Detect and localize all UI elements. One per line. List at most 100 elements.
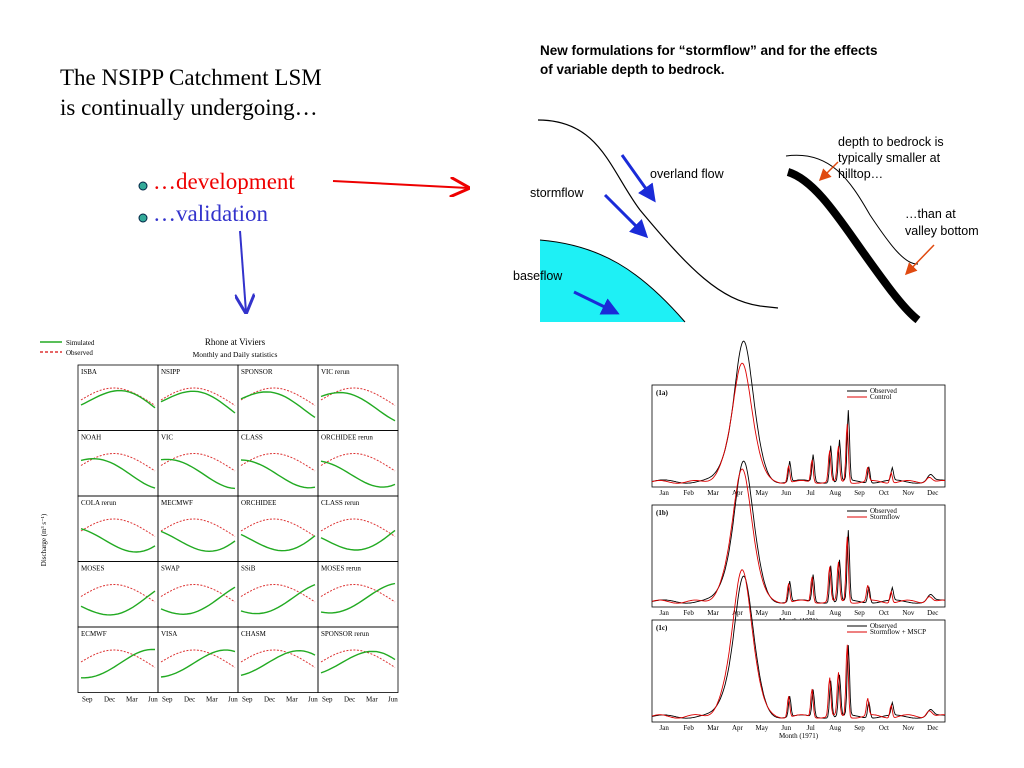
bullet <box>138 181 148 191</box>
plot-frame <box>651 619 946 723</box>
month-label: Apr <box>732 489 744 497</box>
bullet <box>138 213 148 223</box>
panel-name: MOSES rerun <box>321 565 361 573</box>
legend-entry: Simulated <box>66 339 95 347</box>
rhone-figure: Simulated Observed Rhone at Viviers Mont… <box>40 330 410 713</box>
simulated-curve <box>240 583 316 615</box>
month-label: Feb <box>683 724 694 732</box>
figure-title: Rhone at Viviers <box>205 337 266 347</box>
simulated-curve <box>320 582 396 614</box>
panel-label: (1a) <box>656 389 668 397</box>
month-label: Nov <box>902 489 915 497</box>
observed-curve <box>160 387 236 406</box>
diagram: New formulations for “stormflow” and for… <box>513 43 979 324</box>
observed-curve <box>160 452 236 472</box>
panel-name: MOSES <box>81 565 104 573</box>
panel-name: CHASM <box>241 630 267 638</box>
observed-curve <box>160 649 236 668</box>
month-label: Sep <box>854 489 865 497</box>
surface-line <box>537 119 779 309</box>
label: overland flow <box>650 167 725 181</box>
pointer <box>818 161 839 182</box>
month-label: Oct <box>879 724 889 732</box>
panel-name: CLASS rerun <box>321 499 360 507</box>
panel-name: SWAP <box>161 565 180 573</box>
panel-name: ECMWF <box>81 630 107 638</box>
simulated-curve <box>320 391 396 422</box>
month-label: Jun <box>781 724 791 732</box>
month-label: Jan <box>660 609 670 617</box>
observed-curve <box>320 583 396 603</box>
legend-entry: Observed <box>66 349 93 357</box>
simulated-curve <box>80 590 156 616</box>
month-label: Dec <box>927 609 938 617</box>
month-label: Aug <box>829 609 842 617</box>
month-label: May <box>755 489 768 497</box>
x-tick-label: Sep <box>242 696 253 704</box>
bullet-text: …development <box>153 169 295 194</box>
legend-entry: Observed <box>870 622 897 630</box>
observed-curve <box>160 583 236 603</box>
observed-curve <box>320 518 396 537</box>
simulated-curve <box>160 586 236 616</box>
x-tick-label: Sep <box>322 696 333 704</box>
x-tick-label: Jun <box>148 696 158 704</box>
bedrock-line <box>786 168 921 324</box>
month-label: Aug <box>829 724 842 732</box>
panel-name: VIC rerun <box>321 368 350 376</box>
month-label: Mar <box>707 609 719 617</box>
observed-curve <box>80 518 156 537</box>
x-tick-label: Jun <box>228 696 238 704</box>
panel-name: MECMWF <box>161 499 193 507</box>
flow-arrow <box>620 154 656 203</box>
month-label: Jan <box>660 724 670 732</box>
diagram-title: New formulations for “stormflow” and for… <box>540 43 878 58</box>
month-label: Mar <box>707 724 719 732</box>
panel-name: VIC <box>161 434 173 442</box>
label: baseflow <box>513 269 563 283</box>
panel-label: (1b) <box>656 509 669 517</box>
legend-entry: Stormflow + MSCP <box>870 628 926 636</box>
month-label: May <box>755 724 768 732</box>
panel-name: SPONSOR rerun <box>321 630 370 638</box>
label: stormflow <box>530 186 584 200</box>
month-label: Nov <box>902 609 915 617</box>
arrow <box>240 230 246 312</box>
observed-curve <box>160 518 236 537</box>
month-label: Jul <box>807 724 815 732</box>
month-label: Aug <box>829 489 842 497</box>
simulated-line <box>651 569 946 719</box>
flow-arrow <box>603 193 649 239</box>
x-tick-label: Mar <box>286 696 298 704</box>
month-label: Jul <box>807 609 815 617</box>
label: valley bottom <box>905 224 979 238</box>
panel-name: VISA <box>161 630 177 638</box>
simulated-curve <box>160 649 236 678</box>
baseflow-area <box>540 240 685 322</box>
legend-entry: Stormflow <box>870 513 901 521</box>
simulated-curve <box>240 391 316 418</box>
pointer <box>904 244 935 276</box>
panel-name: SSiB <box>241 565 256 573</box>
simulated-curve <box>160 530 236 553</box>
legend-entry: Observed <box>870 387 897 395</box>
observed-curve <box>240 387 316 406</box>
x-tick-label: Sep <box>82 696 93 704</box>
simulated-curve <box>80 389 156 409</box>
simulated-curve <box>81 648 156 679</box>
month-label: Nov <box>902 724 915 732</box>
panel-frame <box>317 626 399 693</box>
simulated-curve <box>80 528 156 553</box>
flow-arrow <box>573 290 620 315</box>
panel-name: ORCHIDEE rerun <box>321 434 373 442</box>
arrow <box>332 181 468 188</box>
title: is continually undergoing… <box>60 95 318 120</box>
panel-name: CLASS <box>241 434 263 442</box>
month-label: Jun <box>781 489 791 497</box>
simulated-line <box>651 362 946 484</box>
month-label: Sep <box>854 609 865 617</box>
label: hilltop… <box>838 167 883 181</box>
observed-curve <box>240 583 316 603</box>
observed-curve <box>80 387 156 406</box>
